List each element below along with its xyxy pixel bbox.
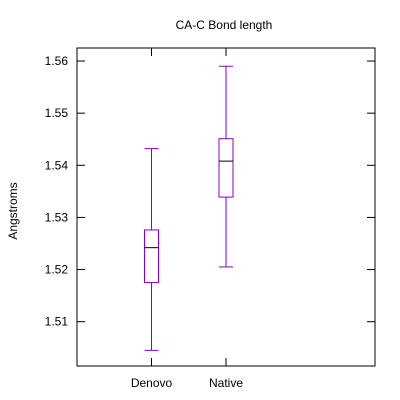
y-tick-label: 1.55 [45,106,69,120]
y-axis-label: Angstroms [6,182,20,239]
boxplot-denovo [144,148,159,351]
x-tick-label: Denovo [131,376,173,390]
box [144,229,159,284]
y-tick-label: 1.52 [45,263,69,277]
y-tick-label: 1.51 [45,315,69,329]
y-tick-label: 1.56 [45,54,69,68]
box [218,138,234,198]
x-axis-ticks: Denovo Native [131,48,243,390]
boxplots [144,65,234,351]
x-tick-label: Native [209,376,243,390]
y-axis-ticks: 1.51 1.52 1.53 1.54 1.55 1.56 [45,54,375,329]
y-tick-label: 1.54 [45,158,69,172]
chart-title: CA-C Bond length [176,18,273,32]
boxplot-native [218,65,234,268]
y-tick-label: 1.53 [45,210,69,224]
